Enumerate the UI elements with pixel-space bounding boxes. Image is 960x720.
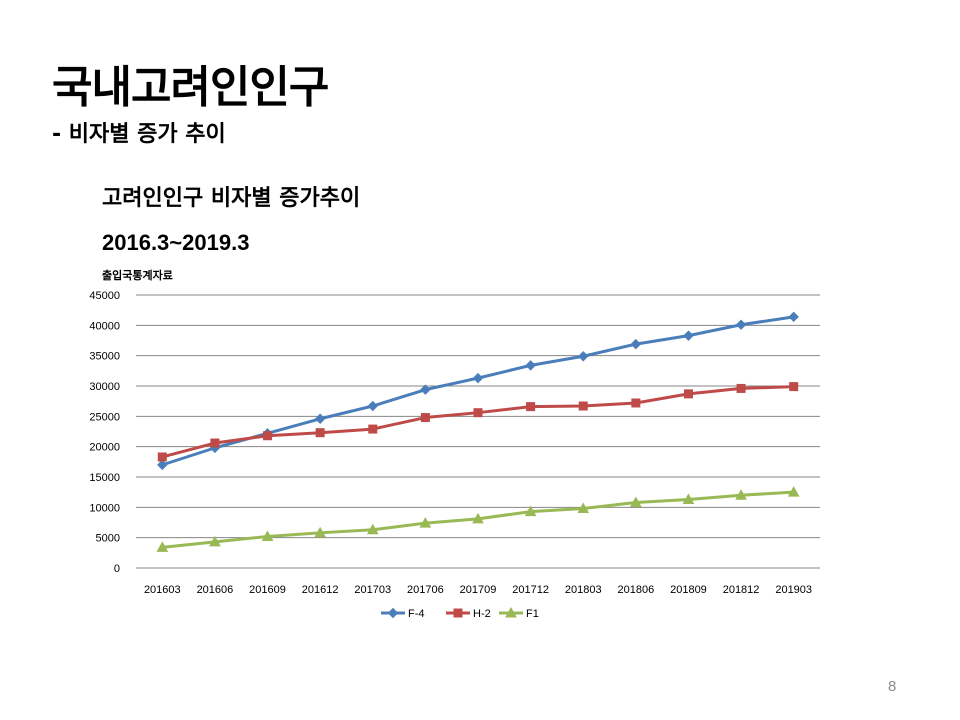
data-point-f1 [261,530,274,541]
x-tick-label: 201803 [565,584,602,596]
data-point-f1 [577,502,590,514]
y-tick-label: 30000 [89,381,120,393]
legend-marker-f1 [505,606,517,618]
legend-label-f1: F1 [526,608,539,620]
data-point-f4 [157,459,168,471]
y-tick-label: 40000 [89,320,120,332]
data-point-f4 [525,360,536,371]
slide-title: 국내고려인인구 [52,62,329,113]
data-point-f4 [578,351,589,362]
data-point-h2 [683,389,693,399]
legend-marker-h2 [453,608,463,618]
data-point-f1 [209,535,221,547]
data-point-h2 [578,401,588,411]
data-point-h2 [631,398,641,408]
x-tick-label: 201903 [775,584,812,596]
data-point-f1 [419,517,432,528]
data-point-f1 [735,489,747,500]
data-point-h2 [210,438,220,448]
data-point-f1 [314,526,327,538]
chart-source-note: 출입국통계자료 [102,269,173,282]
data-point-h2 [526,402,536,412]
data-point-h2 [368,424,378,434]
data-point-f4 [683,330,694,341]
data-point-h2 [736,383,746,393]
data-point-f4 [420,384,431,395]
y-tick-label: 20000 [89,442,120,454]
chart-title: 고려인인구 비자별 증가추이 [102,186,361,211]
data-point-f1 [787,486,800,497]
data-point-h2 [420,413,430,423]
y-tick-label: 25000 [89,411,120,423]
data-point-f1 [156,541,169,552]
x-tick-label: 201603 [144,584,181,596]
data-point-f4 [314,413,326,424]
data-point-f1 [524,505,537,517]
x-tick-label: 201806 [617,584,654,596]
series-line-f4 [161,315,794,467]
data-point-f1 [472,512,484,524]
data-point-f4 [472,372,484,384]
x-tick-label: 201706 [407,584,444,596]
legend-label-f4: F-4 [408,608,425,620]
y-tick-label: 10000 [89,502,120,514]
data-point-f1 [629,496,642,507]
chart-period: 2016.3~2019.3 [102,230,250,255]
data-point-h2 [473,408,483,418]
data-point-h2 [157,452,167,462]
data-point-f4 [735,319,747,330]
data-point-f4 [630,338,642,350]
y-tick-label: 5000 [96,533,120,545]
x-tick-label: 201606 [197,584,234,596]
page-number: 8 [888,678,897,695]
x-tick-label: 201609 [249,584,286,596]
legend-label-h2: H-2 [473,608,491,620]
x-tick-label: 201703 [354,584,391,596]
data-point-h2 [315,428,325,438]
data-point-f4 [788,311,799,323]
data-point-h2 [263,431,273,441]
x-tick-label: 201809 [670,584,707,596]
y-tick-label: 45000 [89,290,120,302]
legend-marker-f4 [387,607,399,619]
y-tick-label: 0 [114,563,120,575]
data-point-h2 [789,382,799,392]
x-tick-label: 201612 [302,584,339,596]
y-tick-label: 15000 [89,472,120,484]
y-tick-label: 35000 [89,351,120,363]
x-tick-label: 201812 [723,584,760,596]
data-point-f1 [366,523,379,535]
x-tick-label: 201712 [512,584,549,596]
data-point-f1 [682,493,695,504]
slide-subtitle: - 비자별 증가 추이 [52,122,226,147]
data-point-f4 [367,400,378,412]
x-tick-label: 201709 [460,584,497,596]
